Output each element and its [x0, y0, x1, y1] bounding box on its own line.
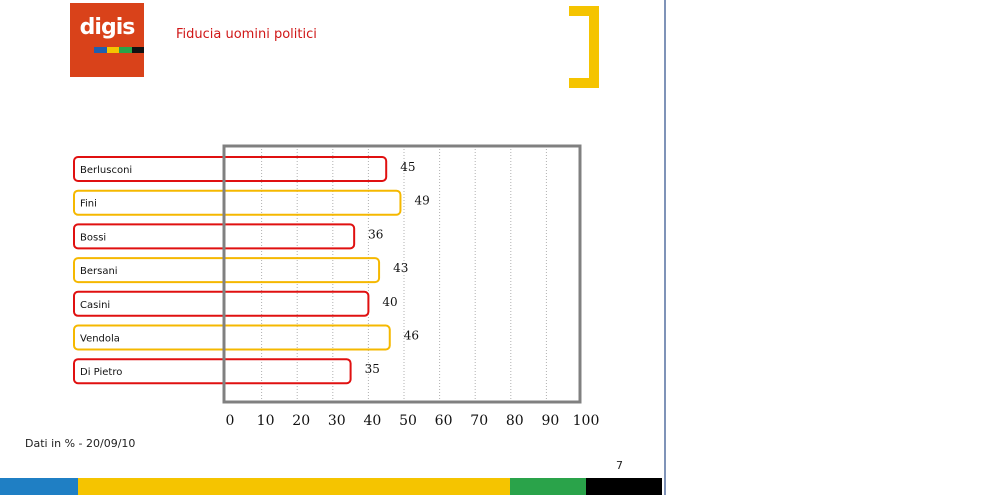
x-tick-label: 90 [541, 413, 559, 429]
bar-category-label: Di Pietro [80, 367, 122, 378]
bar-value-label: 36 [368, 227, 383, 241]
bottom-color-bar [0, 478, 662, 495]
logo-color-stripe [94, 47, 144, 53]
bottom-bar-segment [586, 478, 662, 495]
x-tick-label: 20 [292, 413, 310, 429]
logo-stripe-segment [131, 47, 144, 53]
x-tick-label: 10 [257, 413, 275, 429]
yellow-bracket-decoration [569, 6, 599, 88]
bar [73, 290, 370, 317]
slide-title: Fiducia uomini politici [176, 27, 317, 42]
bar-category-label: Vendola [80, 334, 120, 345]
bottom-bar-segment [510, 478, 586, 495]
bar [73, 257, 381, 284]
bottom-bar-segment [78, 478, 510, 495]
page-number: 7 [616, 459, 623, 472]
x-tick-label: 40 [363, 413, 381, 429]
bar-category-label: Casini [80, 300, 110, 311]
logo-text: digis [79, 15, 136, 40]
logo-stripe-segment [94, 47, 107, 53]
digis-logo: digis [70, 3, 144, 77]
x-tick-label: 0 [226, 413, 235, 429]
bottom-bar-segment [0, 478, 78, 495]
bar-category-label: Bersani [80, 266, 118, 277]
bar [73, 223, 356, 250]
bar [73, 156, 388, 182]
bar [73, 189, 402, 216]
bar-value-label: 40 [382, 295, 397, 309]
x-tick-label: 100 [573, 413, 600, 429]
bar-value-label: 45 [400, 160, 415, 174]
x-tick-label: 60 [435, 413, 453, 429]
bar-category-label: Bossi [80, 232, 106, 243]
logo-stripe-segment [106, 47, 119, 53]
bar-chart: Berlusconi 45 Fini 49 Bossi 36 Bersani 43 Casini… [73, 144, 600, 429]
bar-category-label: Berlusconi [80, 165, 132, 176]
x-tick-label: 80 [506, 413, 524, 429]
bar-value-label: 43 [393, 261, 408, 275]
plot-frame [222, 144, 582, 404]
bar-value-label: 49 [414, 194, 429, 208]
data-footnote: Dati in % - 20/09/10 [25, 437, 136, 450]
x-tick-label: 50 [399, 413, 417, 429]
bar [73, 324, 391, 351]
x-tick-label: 30 [328, 413, 346, 429]
logo-stripe-segment [119, 47, 132, 53]
slide: digis Fiducia uomini politici Berlusconi… [0, 0, 666, 495]
bar-value-label: 46 [404, 329, 419, 343]
bar [73, 358, 352, 385]
bar-category-label: Fini [80, 199, 97, 210]
bar-value-label: 35 [365, 362, 380, 376]
x-tick-label: 70 [470, 413, 488, 429]
